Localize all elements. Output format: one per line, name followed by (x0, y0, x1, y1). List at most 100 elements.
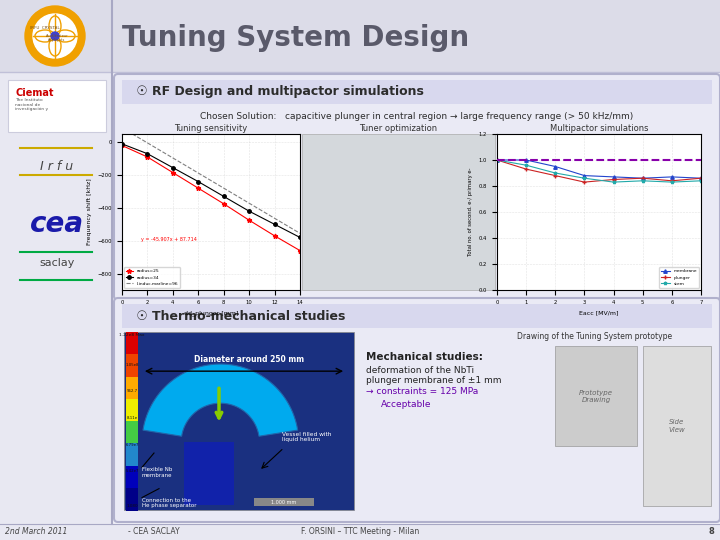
Circle shape (25, 6, 85, 66)
Y-axis label: Frequency shift [kHz]: Frequency shift [kHz] (87, 179, 92, 245)
Circle shape (33, 14, 77, 58)
radius=34 (143, 151, 152, 157)
Bar (302, 134, 495, 290)
plunger (697, 175, 706, 181)
Bar (254, 498, 314, 506)
Bar (126, 354, 138, 377)
radius=25 (143, 154, 152, 160)
radius=25 (194, 185, 202, 191)
Circle shape (51, 32, 59, 40)
Text: 5.42e7: 5.42e7 (125, 469, 139, 474)
Y-axis label: Total no. of second. e-/ primary e-: Total no. of second. e-/ primary e- (468, 168, 473, 256)
membrane (551, 163, 559, 170)
Text: ☉ RF Design and multipactor simulations: ☉ RF Design and multipactor simulations (132, 85, 424, 98)
Bar (126, 399, 138, 422)
plunger (609, 176, 618, 183)
radius=25 (245, 217, 253, 224)
Text: Tuning System Design: Tuning System Design (122, 24, 469, 52)
Bar (122, 134, 300, 290)
Text: Tuning sensitivity: Tuning sensitivity (174, 124, 248, 133)
radius=34 (245, 208, 253, 214)
Bar (0, 72, 112, 524)
Text: 6.79e7: 6.79e7 (125, 443, 139, 447)
Text: 962.7: 962.7 (127, 389, 138, 394)
membrane (609, 174, 618, 180)
Text: 1.22e8 Max: 1.22e8 Max (120, 333, 145, 337)
stem (697, 178, 706, 184)
Text: 1.080: 1.080 (126, 504, 138, 508)
Text: Ciemat: Ciemat (15, 88, 53, 98)
Text: 1.05e8: 1.05e8 (125, 363, 139, 367)
radius=25 (117, 142, 126, 149)
radius=34 (296, 234, 305, 241)
Text: y = -45.907x + 87.714: y = -45.907x + 87.714 (141, 237, 197, 242)
Line: plunger: plunger (495, 158, 703, 184)
stem (492, 157, 501, 163)
radius=25 (220, 200, 228, 207)
radius=34 (270, 221, 279, 227)
Bar (122, 304, 712, 328)
Bar (0, 524, 720, 540)
Text: Flexible Nb
membrane: Flexible Nb membrane (142, 467, 173, 478)
Text: Mechanical studies:: Mechanical studies: (366, 352, 483, 362)
plunger (522, 166, 531, 172)
Text: Drawing of the Tuning System prototype: Drawing of the Tuning System prototype (518, 332, 672, 341)
plunger (639, 175, 647, 181)
plunger (551, 172, 559, 179)
radius=34 (168, 164, 177, 171)
Text: Connection to the
He phase separator: Connection to the He phase separator (142, 497, 197, 508)
membrane (697, 175, 706, 181)
radius=34 (220, 193, 228, 200)
radius=34 (194, 178, 202, 185)
Legend: radius=25, radius=34, l.induc.marline=96: radius=25, radius=34, l.induc.marline=96 (125, 267, 179, 288)
Bar (126, 376, 138, 399)
FancyBboxPatch shape (114, 74, 720, 300)
Line: stem: stem (495, 158, 703, 184)
Bar (124, 332, 354, 510)
membrane (492, 157, 501, 163)
Text: 1.000 mm: 1.000 mm (271, 500, 297, 504)
radius=25 (168, 170, 177, 176)
stem (580, 175, 589, 181)
Text: IRFU  CRYSTAL: IRFU CRYSTAL (30, 26, 60, 30)
Bar (122, 80, 712, 104)
stem (639, 178, 647, 184)
Text: Tuner optimization: Tuner optimization (359, 124, 437, 133)
Bar (643, 346, 711, 506)
FancyBboxPatch shape (114, 298, 720, 522)
Text: plunger membrane of ±1 mm: plunger membrane of ±1 mm (366, 376, 502, 385)
Text: Acceptable: Acceptable (381, 400, 431, 409)
Line: membrane: membrane (495, 158, 703, 180)
plunger (492, 157, 501, 163)
plunger (580, 179, 589, 185)
Polygon shape (143, 364, 297, 436)
Text: 8.11e: 8.11e (127, 416, 138, 420)
Bar (184, 442, 234, 505)
radius=25 (270, 233, 279, 239)
Text: I r f u: I r f u (40, 160, 73, 173)
Text: 2nd March 2011: 2nd March 2011 (5, 528, 68, 537)
membrane (580, 172, 589, 179)
Bar (126, 332, 138, 355)
Text: Multipactor simulations: Multipactor simulations (550, 124, 648, 133)
Text: The Instituto  
nacional de
investigación y: The Instituto nacional de investigación … (15, 98, 48, 111)
Bar (126, 488, 138, 510)
Bar (497, 134, 701, 290)
Text: - CEA SACLAY: - CEA SACLAY (128, 528, 179, 537)
Bar (8, 80, 106, 132)
Bar (126, 421, 138, 444)
Text: F. ORSINI – TTC Meeting - Milan: F. ORSINI – TTC Meeting - Milan (301, 528, 419, 537)
stem (667, 179, 676, 185)
Line: radius=25: radius=25 (120, 143, 302, 253)
Text: Diameter around 250 mm: Diameter around 250 mm (194, 355, 304, 364)
Text: 8: 8 (708, 528, 714, 537)
radius=34 (117, 140, 126, 147)
Line: radius=34: radius=34 (119, 140, 303, 241)
Text: Prototype
Drawing: Prototype Drawing (579, 389, 613, 402)
X-axis label: dd_plunger [mm]: dd_plunger [mm] (184, 310, 238, 316)
Bar (555, 346, 637, 446)
Text: ☉ Thermo-mechanical studies: ☉ Thermo-mechanical studies (132, 309, 346, 322)
membrane (639, 175, 647, 181)
stem (551, 170, 559, 176)
Text: saclay: saclay (40, 258, 75, 268)
